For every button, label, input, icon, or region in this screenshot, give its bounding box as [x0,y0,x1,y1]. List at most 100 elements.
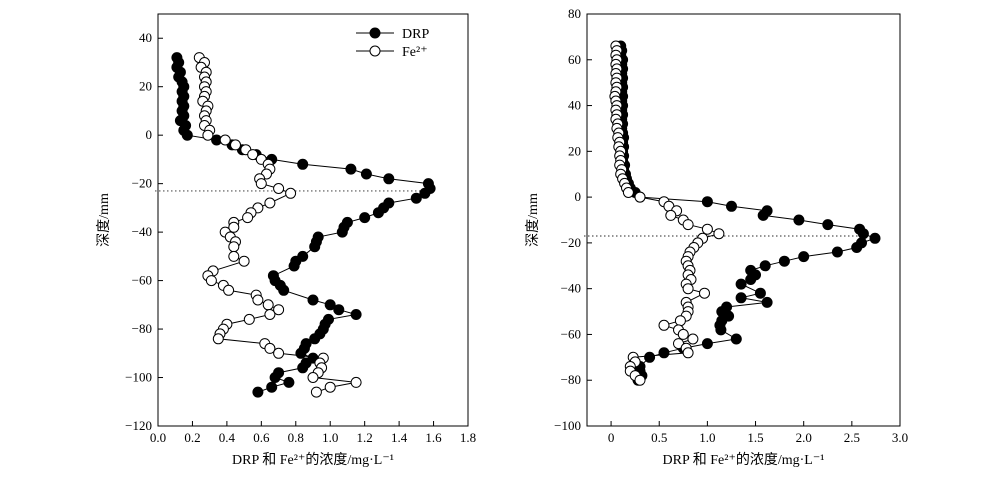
data-point-fe2 [310,386,322,398]
data-point-drp [857,228,869,240]
data-point-fe2 [273,304,285,316]
data-point-drp [831,246,843,258]
data-point-fe2 [634,374,646,386]
data-point-drp [658,347,670,359]
data-point-fe2 [307,372,319,383]
data-point-fe2 [701,223,713,235]
data-point-drp [360,168,372,180]
data-point-fe2 [622,187,634,198]
data-point-drp [419,187,431,199]
data-point-fe2 [219,134,231,146]
data-point-drp [701,338,713,350]
data-point-fe2 [273,183,285,194]
data-point-fe2 [634,191,646,203]
data-point-fe2 [230,139,241,151]
data-point-drp [851,242,863,253]
data-point-drp [307,294,319,306]
y-tick-label: −80 [132,321,152,336]
y-tick-label: −120 [125,418,152,433]
x-tick-label: 0.0 [150,430,166,445]
data-point-fe2 [665,209,677,221]
legend-marker-drp [369,27,381,39]
x-tick-label: 1.0 [699,430,715,445]
data-point-drp [701,196,713,208]
data-point-drp [798,251,810,263]
y-tick-label: 60 [568,52,581,67]
data-point-drp [410,192,422,204]
x-tick-label: 1.6 [425,430,442,445]
data-point-fe2 [350,376,362,388]
data-point-drp [761,296,773,308]
data-point-fe2 [205,275,217,287]
data-point-fe2 [273,347,285,359]
data-point-drp [266,381,278,393]
series-line-drp [620,45,877,381]
y-tick-label: −60 [132,273,152,288]
y-tick-label: 20 [139,79,152,94]
data-point-fe2 [324,381,336,393]
data-point-fe2 [247,149,259,161]
data-point-drp [754,287,766,299]
data-point-drp [735,278,747,290]
data-point-drp [350,309,362,320]
y-tick-label: 0 [575,189,582,204]
data-point-drp [726,200,737,212]
data-point-drp [297,158,309,170]
x-tick-label: 1.4 [391,430,408,445]
data-point-fe2 [212,333,224,345]
data-point-fe2 [255,178,267,190]
data-point-drp [745,274,757,285]
x-tick-label: 3.0 [892,430,908,445]
y-tick-label: −40 [132,224,152,239]
data-point-drp [383,173,395,185]
data-point-drp [372,207,384,219]
data-point-drp [345,163,357,175]
y-tick-label: −20 [561,235,581,250]
x-tick-label: 1.8 [460,430,476,445]
y-tick-label: 80 [568,6,581,21]
data-point-drp [252,386,264,398]
data-point-fe2 [262,299,274,311]
plot-frame [586,13,901,427]
data-point-drp [181,129,193,141]
data-point-drp [269,372,281,383]
data-point-fe2 [252,294,264,306]
chart-left: 0.0 0.2 0.4 0.6 0.8 1.0 1.2 1.4 1.6 1.8 −120 −100 −8… [96,13,476,468]
data-point-drp [644,351,656,363]
data-point-drp [278,284,290,296]
x-axis-title: DRP 和 Fe²⁺的浓度/mg·L⁻¹ [232,452,394,468]
data-point-fe2 [682,347,694,359]
data-point-fe2 [228,250,240,262]
data-point-drp [333,304,345,316]
x-tick-label: 1.5 [747,430,763,445]
data-point-drp [288,260,300,272]
data-point-fe2 [699,287,710,299]
data-point-fe2 [285,187,297,199]
data-point-fe2 [658,319,670,331]
data-point-drp [309,333,321,345]
x-tick-label: 2.5 [844,430,860,445]
data-point-fe2 [687,333,699,345]
y-tick-label: 0 [146,127,153,142]
y-tick-label: −100 [554,418,581,433]
x-tick-label: 0.5 [651,430,667,445]
x-tick-label: 0.8 [288,430,304,445]
data-point-drp [822,219,834,231]
x-axis-title: DRP 和 Fe²⁺的浓度/mg·L⁻¹ [663,452,825,468]
data-point-fe2 [713,228,725,240]
data-point-fe2 [223,284,235,296]
data-point-drp [324,299,336,311]
data-point-drp [757,209,769,221]
data-point-drp [759,260,771,272]
y-tick-label: 40 [139,30,152,45]
x-tick-label: 0.4 [219,430,236,445]
y-tick-label: −40 [561,281,581,296]
data-point-drp [297,362,309,374]
data-point-fe2 [243,313,255,325]
legend-label-fe2: Fe²⁺ [402,45,428,60]
data-point-fe2 [242,212,254,224]
data-point-drp [730,333,742,345]
chart-right: 0 0.5 1.0 1.5 2.0 2.5 3.0 −100 −80 −60 −40 −20 0 20 40… [525,6,908,468]
y-tick-label: 40 [568,98,581,113]
